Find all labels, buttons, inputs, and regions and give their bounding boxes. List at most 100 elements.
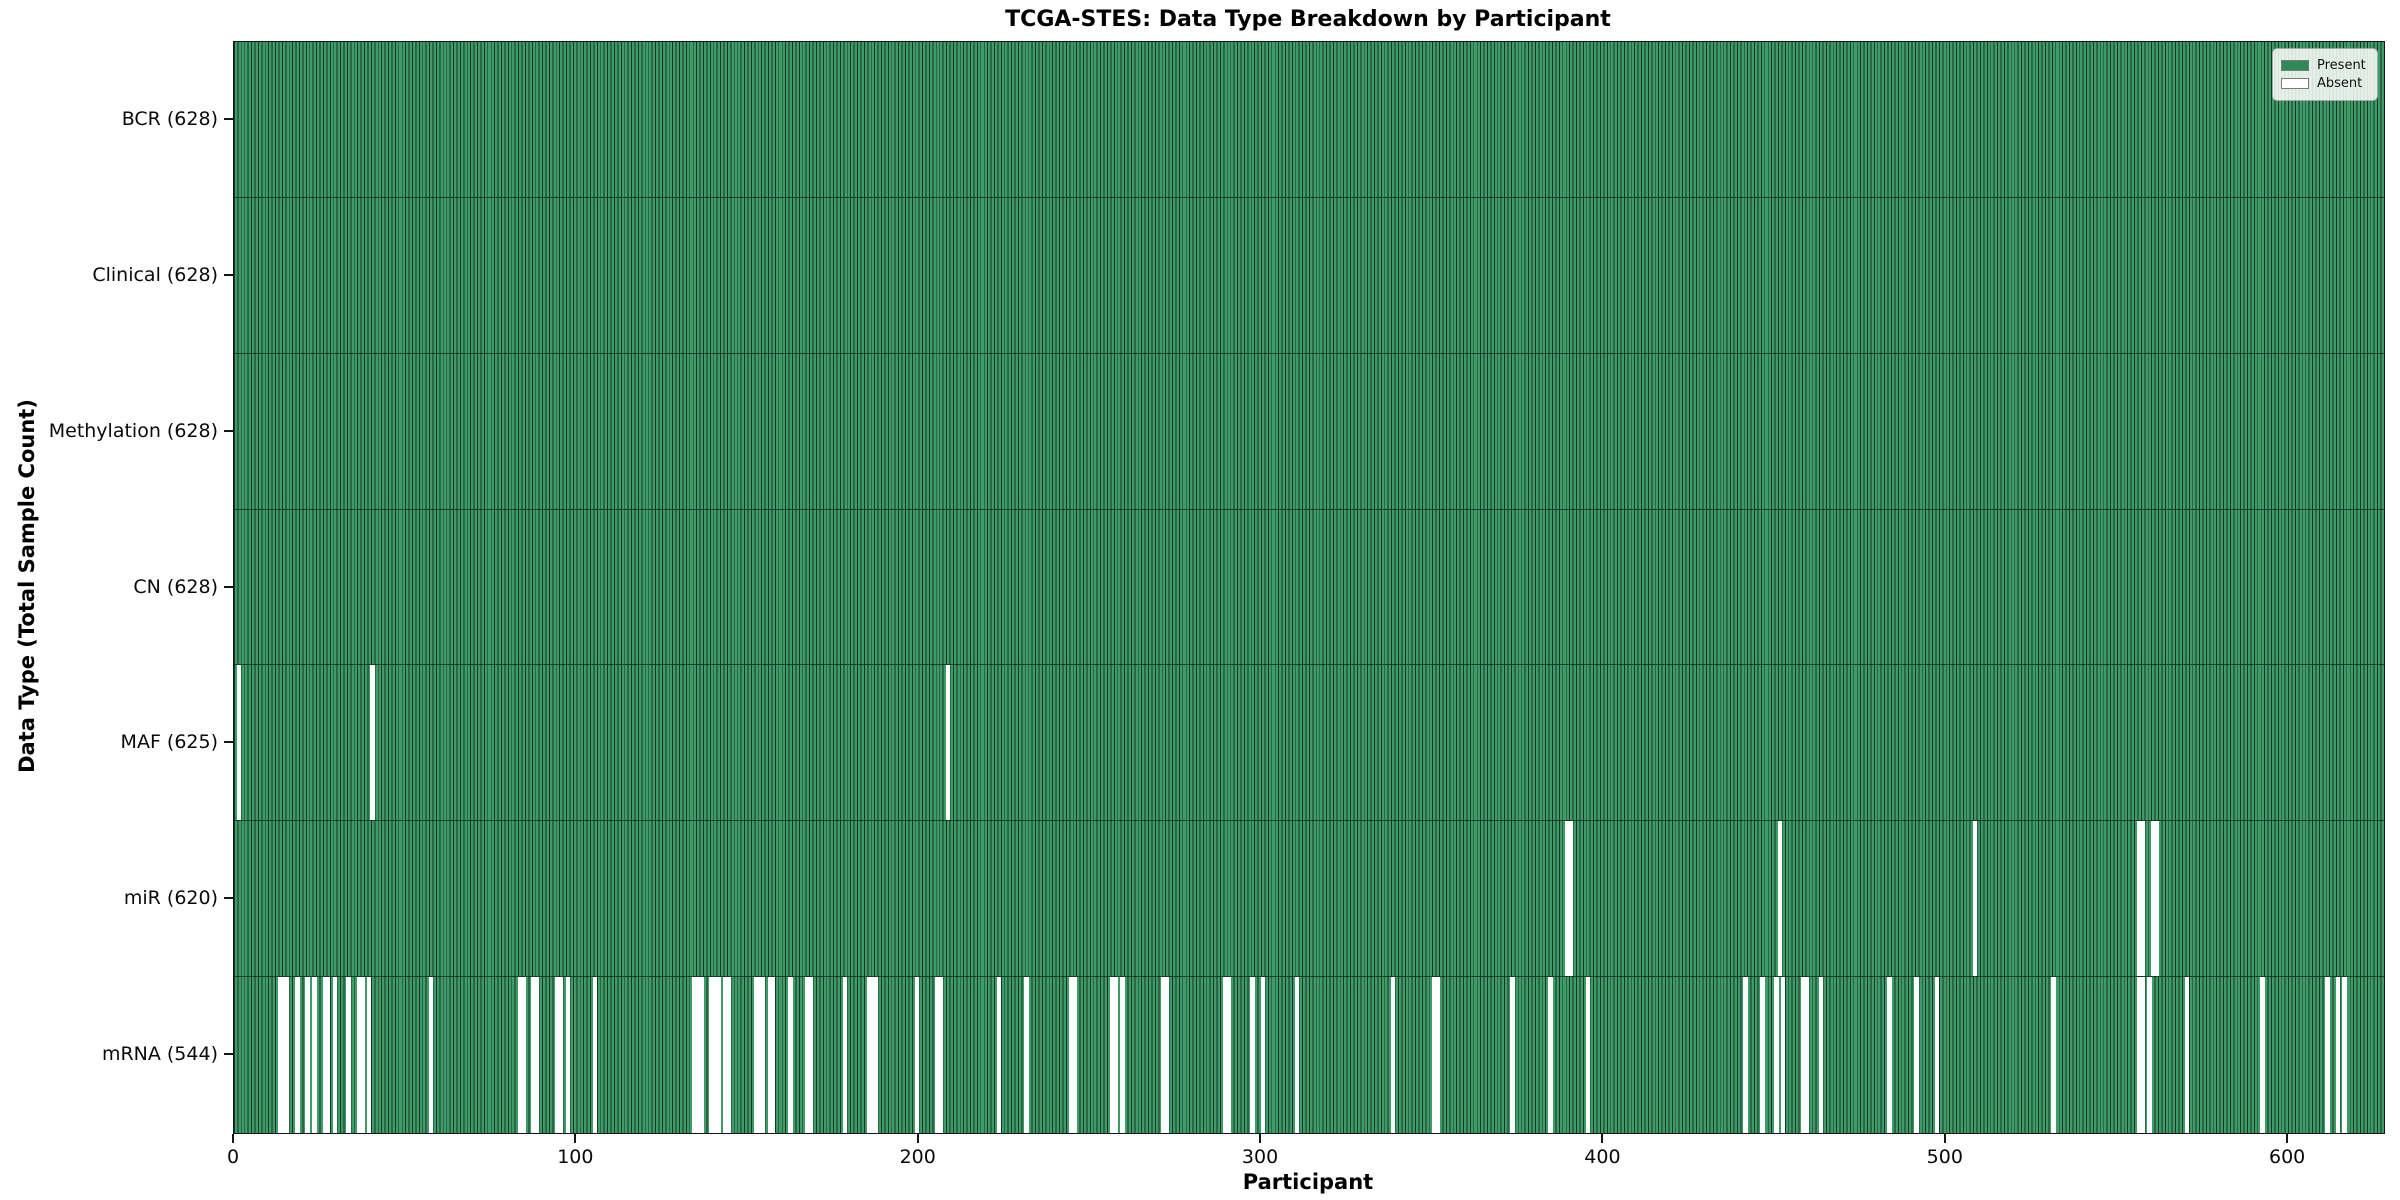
absent-bar bbox=[873, 977, 879, 1133]
legend-entry-absent: Absent bbox=[2281, 76, 2369, 91]
absent-bar bbox=[1390, 977, 1396, 1133]
absent-bar bbox=[753, 977, 759, 1133]
absent-bar bbox=[2260, 977, 2265, 1133]
absent-bar bbox=[565, 977, 570, 1133]
absent-bar bbox=[236, 665, 242, 821]
absent-bar bbox=[2325, 977, 2330, 1133]
absent-bar bbox=[1510, 977, 1515, 1133]
absent-bar bbox=[1431, 977, 1437, 1133]
y-tick-label-CN: CN (628) bbox=[133, 575, 218, 598]
absent-bar bbox=[592, 977, 598, 1133]
absent-bar bbox=[2184, 977, 2190, 1133]
absent-bar bbox=[428, 977, 434, 1133]
absent-bar bbox=[2051, 977, 2056, 1133]
absent-bar bbox=[1068, 977, 1074, 1133]
x-tick-label-100: 100 bbox=[557, 1146, 594, 1168]
x-tick-mark bbox=[1601, 1134, 1604, 1143]
absent-bar bbox=[1774, 977, 1779, 1133]
x-tick-label-300: 300 bbox=[1241, 1146, 1279, 1168]
absent-bar bbox=[1743, 977, 1748, 1133]
x-tick-label-500: 500 bbox=[1926, 1146, 1963, 1168]
absent-bar bbox=[712, 977, 718, 1133]
absent-bar bbox=[356, 977, 362, 1133]
absent-bar bbox=[281, 977, 286, 1133]
absent-bar bbox=[2335, 977, 2340, 1133]
y-tick-label-mRNA: mRNA (544) bbox=[101, 1043, 218, 1066]
absent-bar bbox=[521, 977, 526, 1133]
absent-bar bbox=[1804, 977, 1810, 1133]
absent-bar bbox=[757, 977, 762, 1133]
absent-bar bbox=[709, 977, 714, 1133]
absent-bar bbox=[914, 977, 920, 1133]
absent-bar bbox=[1164, 977, 1170, 1133]
absent-bar bbox=[695, 977, 701, 1133]
absent-bar bbox=[1914, 977, 1919, 1133]
row-MAF bbox=[234, 665, 2384, 822]
absent-bar bbox=[771, 977, 776, 1133]
absent-bar bbox=[1024, 977, 1029, 1133]
chart-title: TCGA-STES: Data Type Breakdown by Partic… bbox=[1005, 7, 1611, 32]
y-tick-mark bbox=[224, 273, 233, 276]
absent-bar bbox=[726, 977, 731, 1133]
absent-bar bbox=[699, 977, 704, 1133]
y-tick-mark bbox=[224, 897, 233, 900]
x-tick-label-600: 600 bbox=[2268, 1146, 2306, 1168]
absent-bar bbox=[1113, 977, 1118, 1133]
absent-bar bbox=[692, 977, 697, 1133]
absent-bar bbox=[996, 977, 1002, 1133]
absent-bar bbox=[1777, 821, 1782, 977]
y-tick-label-miR: miR (620) bbox=[123, 887, 218, 910]
plot-area bbox=[233, 41, 2385, 1134]
absent-bar bbox=[1120, 977, 1125, 1133]
absent-bar bbox=[1972, 821, 1978, 977]
absent-bar bbox=[1801, 977, 1806, 1133]
absent-bar bbox=[1294, 977, 1300, 1133]
absent-bar bbox=[1250, 977, 1255, 1133]
row-CN bbox=[234, 509, 2384, 666]
y-tick-mark bbox=[224, 117, 233, 120]
absent-bar bbox=[1780, 977, 1786, 1133]
absent-bar bbox=[2140, 977, 2145, 1133]
absent-bar bbox=[808, 977, 814, 1133]
y-tick-label-Methylation: Methylation (628) bbox=[48, 419, 218, 442]
absent-bar bbox=[1260, 977, 1265, 1133]
x-axis-label: Participant bbox=[1242, 1170, 1374, 1194]
row-mRNA bbox=[234, 977, 2384, 1133]
x-tick-label-200: 200 bbox=[899, 1146, 936, 1168]
y-tick-label-Clinical: Clinical (628) bbox=[92, 263, 218, 286]
x-tick-mark bbox=[916, 1134, 919, 1143]
legend-label-present: Present bbox=[2317, 58, 2366, 73]
x-tick-mark bbox=[1943, 1134, 1946, 1143]
row-Methylation bbox=[234, 353, 2384, 510]
absent-bar bbox=[788, 977, 793, 1133]
absent-bar bbox=[2342, 977, 2347, 1133]
absent-swatch-icon bbox=[2281, 78, 2309, 89]
x-tick-label-0: 0 bbox=[226, 1146, 240, 1168]
x-tick-mark bbox=[574, 1134, 577, 1143]
absent-bar bbox=[1222, 977, 1228, 1133]
absent-bar bbox=[531, 977, 536, 1133]
absent-bar bbox=[1760, 977, 1765, 1133]
absent-bar bbox=[1818, 977, 1824, 1133]
absent-bar bbox=[2147, 977, 2152, 1133]
absent-bar bbox=[767, 977, 772, 1133]
absent-bar bbox=[1565, 821, 1570, 977]
absent-bar bbox=[278, 977, 283, 1133]
absent-bar bbox=[1585, 977, 1591, 1133]
absent-bar bbox=[1887, 977, 1892, 1133]
y-tick-mark bbox=[224, 585, 233, 588]
absent-bar bbox=[346, 977, 351, 1133]
x-tick-mark bbox=[2286, 1134, 2289, 1143]
absent-bar bbox=[558, 977, 564, 1133]
x-tick-mark bbox=[1259, 1134, 1262, 1143]
absent-bar bbox=[1548, 977, 1553, 1133]
y-tick-label-MAF: MAF (625) bbox=[120, 731, 218, 754]
absent-bar bbox=[322, 977, 327, 1133]
row-Clinical bbox=[234, 197, 2384, 354]
absent-bar bbox=[2137, 977, 2142, 1133]
absent-bar bbox=[2137, 821, 2142, 977]
absent-bar bbox=[325, 977, 331, 1133]
legend: Present Absent bbox=[2272, 48, 2378, 101]
absent-bar bbox=[805, 977, 810, 1133]
